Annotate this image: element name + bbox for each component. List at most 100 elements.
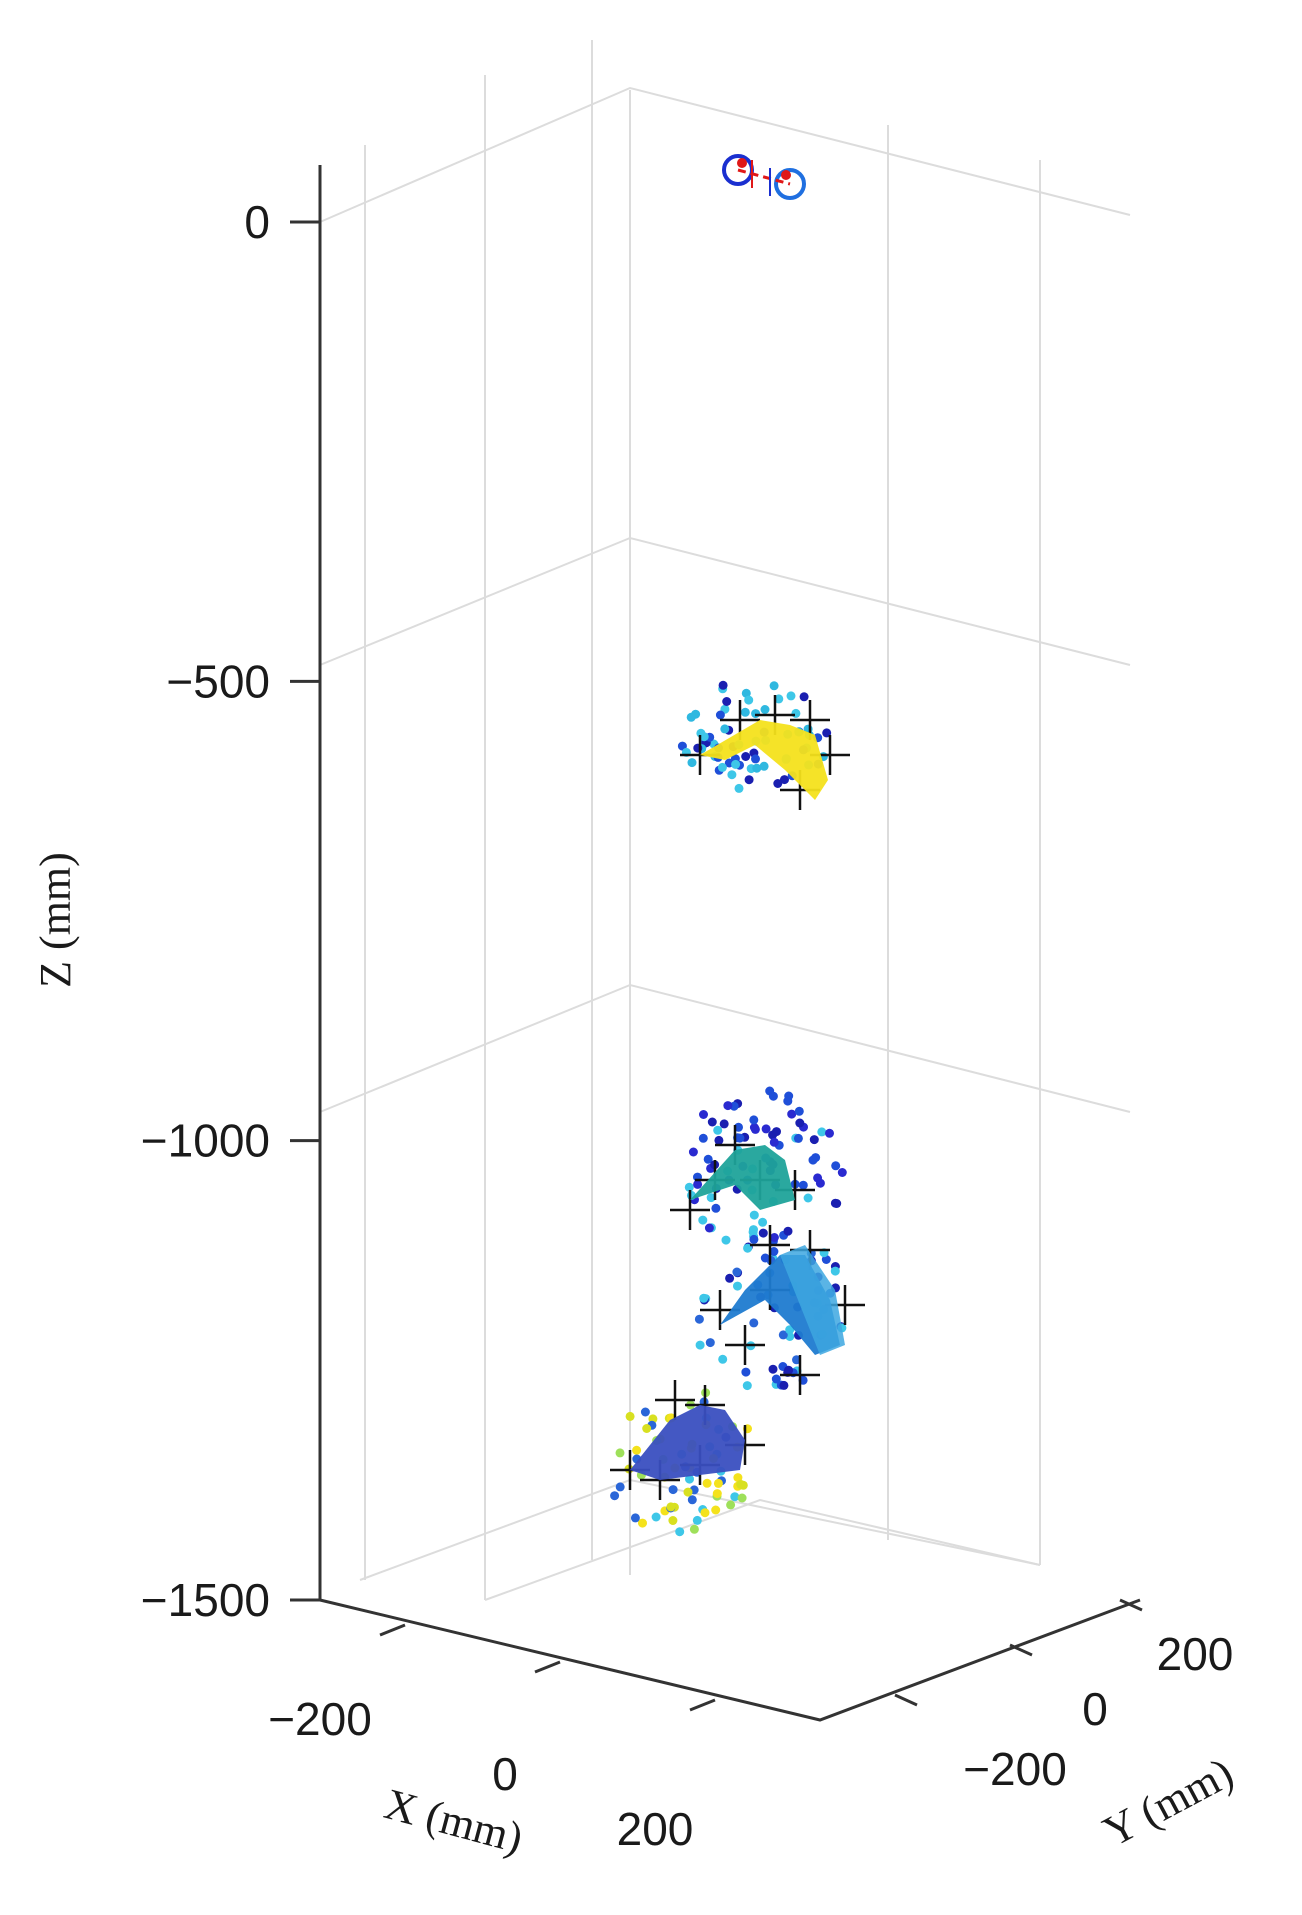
data-point [758, 1217, 768, 1227]
data-point [733, 1281, 742, 1291]
data-point [707, 1117, 717, 1127]
data-point [752, 763, 762, 773]
data-point [731, 759, 741, 769]
data-point [825, 1128, 834, 1138]
surface-patch [780, 1245, 845, 1355]
data-point [615, 1448, 625, 1458]
data-point [704, 1223, 714, 1233]
data-point [717, 762, 727, 772]
y-tick-label: −200 [963, 1743, 1067, 1795]
data-point [791, 708, 801, 718]
marker-link [737, 168, 791, 186]
marker-circle [774, 168, 806, 200]
data-point [783, 1226, 793, 1236]
data-point [713, 1478, 723, 1488]
y-axis-title: Y (mm) [1095, 1748, 1241, 1856]
z-tick-label: −1000 [141, 1115, 270, 1167]
data-point [699, 1293, 709, 1303]
data-point [832, 1199, 842, 1208]
data-point [732, 1267, 742, 1277]
data-point [730, 1492, 740, 1502]
data-point [727, 770, 737, 780]
z-tick-label: 0 [244, 196, 270, 248]
data-point [778, 1330, 788, 1340]
data-point [808, 1155, 818, 1165]
surface-patch [700, 720, 828, 800]
data-point [749, 1123, 759, 1132]
data-point [714, 1135, 724, 1145]
y-tick [1119, 1598, 1143, 1612]
data-point [698, 1133, 708, 1143]
data-point [736, 1479, 746, 1489]
data-point [787, 1109, 797, 1119]
data-point [749, 1210, 759, 1220]
surface-patch [690, 1145, 795, 1210]
floor-grid [484, 1498, 1041, 1601]
floor-grid-back [359, 1478, 1041, 1581]
data-point [773, 779, 783, 788]
base-axes-lines [319, 1598, 1141, 1722]
data-point [702, 1478, 712, 1488]
data-point [675, 1527, 685, 1537]
data-point [615, 1482, 625, 1492]
surface-patch [630, 1405, 745, 1480]
data-point [693, 1179, 703, 1189]
surface-patches [630, 720, 845, 1480]
data-point [698, 1215, 708, 1225]
data-point [692, 1515, 702, 1525]
data-point [719, 1119, 729, 1129]
data-point [779, 1380, 789, 1390]
data-point [706, 1193, 716, 1203]
grid-plane-z-500 [319, 536, 1131, 666]
data-point [734, 783, 744, 793]
data-point [741, 688, 751, 698]
data-point [837, 1168, 847, 1177]
axis-tick-labels: 0 −500 −1000 −1500 −200 0 200 −200 0 200 [141, 196, 1234, 1855]
data-point [830, 1266, 840, 1276]
data-point [768, 1091, 778, 1101]
data-point [687, 1495, 697, 1505]
data-point [725, 1273, 735, 1283]
data-point [718, 680, 728, 690]
data-point [699, 1110, 708, 1119]
data-point [610, 1491, 620, 1501]
z-tick-label: −500 [166, 655, 270, 707]
y-tick-label: 200 [1157, 1628, 1234, 1680]
y-tick [1009, 1643, 1033, 1657]
data-point [722, 697, 732, 706]
data-point [718, 1354, 728, 1364]
data-point [749, 1234, 759, 1244]
data-point [683, 1487, 693, 1497]
data-point [783, 1096, 793, 1106]
data-point [771, 1374, 781, 1384]
data-point [809, 1135, 819, 1145]
marker-dot [737, 158, 747, 168]
data-point [715, 710, 725, 720]
x-tick-label: −200 [268, 1693, 372, 1745]
data-point [666, 1502, 676, 1512]
data-point [721, 1235, 731, 1245]
x-tick [689, 1698, 716, 1712]
data-point [759, 761, 769, 771]
data-point [786, 691, 796, 701]
data-point [668, 1516, 678, 1525]
data-point [695, 1340, 705, 1350]
data-point [768, 1364, 778, 1374]
x-tick [379, 1623, 406, 1637]
data-point [638, 1518, 647, 1528]
data-point [688, 1147, 698, 1157]
data-point [794, 1106, 804, 1116]
data-point [625, 1411, 635, 1421]
x-tick [534, 1660, 561, 1674]
x-tick-label: 200 [617, 1803, 694, 1855]
x-tick-label: 0 [492, 1748, 518, 1800]
data-point [703, 1154, 713, 1164]
z-tick-label: −1500 [141, 1574, 270, 1626]
data-point [799, 692, 809, 702]
data-point [685, 1474, 694, 1484]
data-point [711, 1505, 721, 1515]
data-point [817, 1127, 827, 1137]
data-point [795, 1118, 805, 1128]
data-point [769, 681, 779, 691]
